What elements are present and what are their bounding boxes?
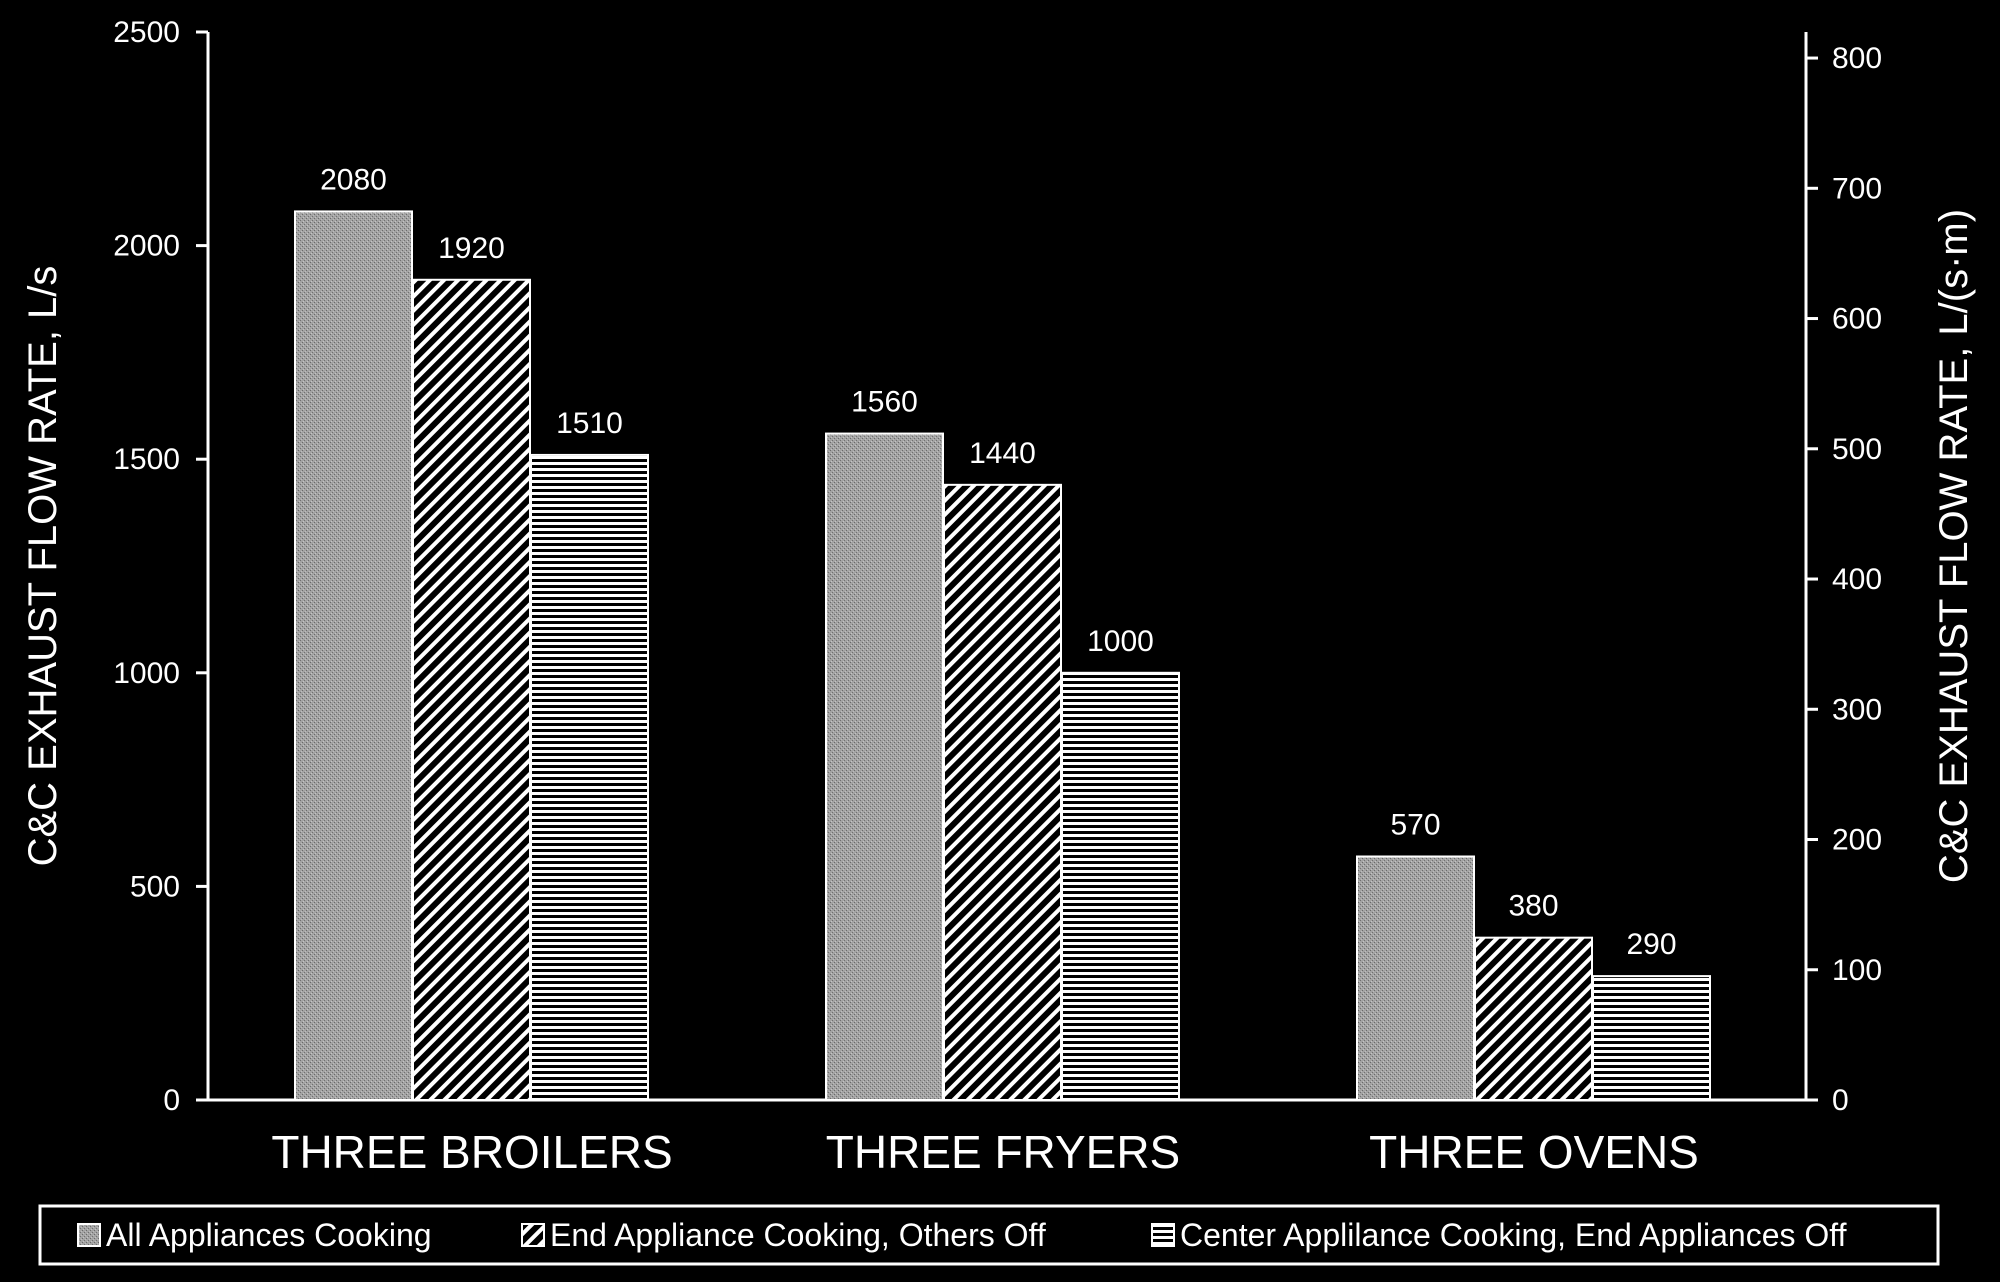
data-label: 2080 bbox=[320, 163, 387, 196]
y2-tick-label: 400 bbox=[1832, 563, 1882, 596]
bar bbox=[1474, 936, 1593, 1101]
legend-box bbox=[38, 1204, 1940, 1266]
y-tick-label: 2500 bbox=[113, 16, 180, 49]
category-label: THREE OVENS bbox=[1369, 1126, 1699, 1178]
bar bbox=[294, 210, 413, 1101]
data-label: 1560 bbox=[851, 386, 918, 419]
y-tick-label: 500 bbox=[130, 870, 180, 903]
category-label: THREE BROILERS bbox=[271, 1126, 672, 1178]
bar bbox=[825, 432, 944, 1101]
legend-swatch bbox=[1151, 1223, 1175, 1247]
legend-entry: End Appliance Cooking, Others Off bbox=[550, 1217, 1046, 1253]
y2-tick-label: 600 bbox=[1832, 303, 1882, 336]
y-tick-label: 1000 bbox=[113, 657, 180, 690]
y-tick-label: 0 bbox=[163, 1084, 180, 1117]
y2-tick-label: 100 bbox=[1832, 954, 1882, 987]
legend: All Appliances Cooking End Appliance Cook… bbox=[38, 1204, 1940, 1266]
y2-tick-label: 500 bbox=[1832, 433, 1882, 466]
y2-tick-label: 0 bbox=[1832, 1084, 1849, 1117]
y2-axis-title: C&C EXHAUST FLOW RATE, L/(s·m) bbox=[1932, 209, 1976, 883]
bar bbox=[1061, 671, 1180, 1101]
y2-tick-label: 800 bbox=[1832, 42, 1882, 75]
legend-entry: Center Applilance Cooking, End Appliance… bbox=[1180, 1217, 1847, 1253]
bar bbox=[530, 453, 649, 1102]
y-tick-label: 2000 bbox=[113, 230, 180, 263]
data-label: 1510 bbox=[556, 407, 623, 440]
bar bbox=[1592, 975, 1711, 1101]
data-label: 570 bbox=[1390, 808, 1440, 841]
legend-swatch bbox=[77, 1223, 101, 1247]
plot-area: 0 500 1000 1500 2000 2500 0 100 200 300 400 500 600 7… bbox=[21, 16, 1976, 1178]
y2-tick-label: 200 bbox=[1832, 824, 1882, 857]
data-label: 1000 bbox=[1087, 625, 1154, 658]
category-label: THREE FRYERS bbox=[826, 1126, 1180, 1178]
bar bbox=[412, 278, 531, 1101]
y-axis-title: C&C EXHAUST FLOW RATE, L/s bbox=[21, 266, 65, 867]
data-label: 1920 bbox=[438, 232, 505, 265]
data-label: 290 bbox=[1626, 928, 1676, 961]
data-label: 380 bbox=[1508, 890, 1558, 923]
bar bbox=[943, 483, 1062, 1102]
bar bbox=[1356, 855, 1475, 1101]
data-label: 1440 bbox=[969, 437, 1036, 470]
legend-swatch bbox=[521, 1223, 545, 1247]
y2-tick-label: 700 bbox=[1832, 172, 1882, 205]
y-tick-label: 1500 bbox=[113, 443, 180, 476]
legend-entry: All Appliances Cooking bbox=[106, 1217, 432, 1253]
y2-tick-label: 300 bbox=[1832, 693, 1882, 726]
